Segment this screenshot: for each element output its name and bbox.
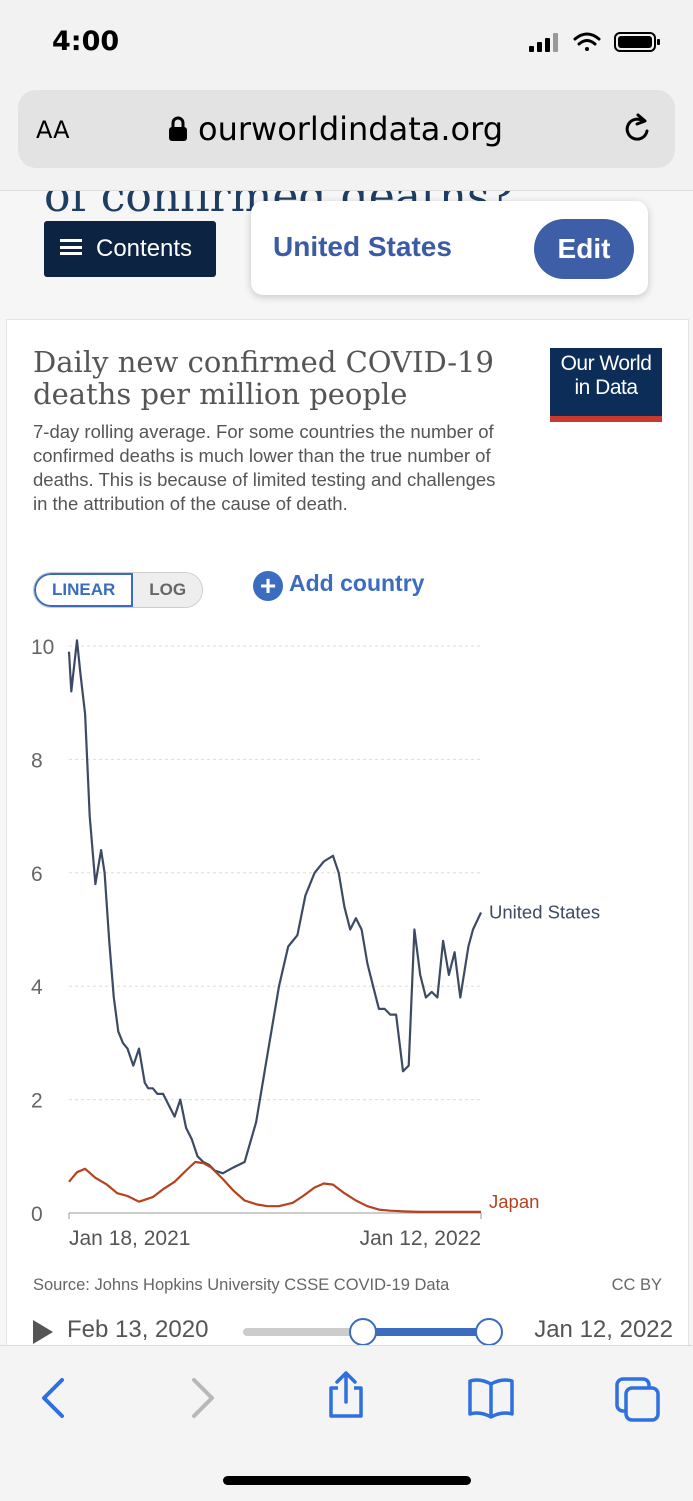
- x-tick-label: Jan 12, 2022: [360, 1227, 481, 1250]
- license-link[interactable]: CC BY: [611, 1276, 662, 1294]
- back-icon[interactable]: [38, 1376, 68, 1425]
- share-icon[interactable]: [326, 1370, 366, 1425]
- timeline-selected-range: [361, 1328, 489, 1336]
- timeline-track[interactable]: [243, 1318, 503, 1346]
- menu-icon: [60, 239, 82, 255]
- edit-countries-button[interactable]: Edit: [534, 219, 634, 279]
- y-tick-label: 2: [31, 1090, 43, 1113]
- y-tick-label: 10: [31, 636, 54, 659]
- series-line-japan: [68, 1160, 481, 1213]
- signal-icon: [529, 33, 558, 52]
- lock-icon: [168, 112, 188, 150]
- series-label: Japan: [489, 1191, 539, 1212]
- contents-button[interactable]: Contents: [44, 221, 216, 277]
- address-bar[interactable]: AA ourworldindata.org: [18, 90, 675, 168]
- country-selector: United States Edit: [251, 201, 648, 295]
- url-display[interactable]: ourworldindata.org: [168, 110, 503, 150]
- series-label: United States: [489, 901, 600, 922]
- battery-icon: [614, 32, 660, 52]
- chart-source[interactable]: Source: Johns Hopkins University CSSE CO…: [33, 1276, 450, 1294]
- plus-icon: +: [253, 571, 283, 601]
- wifi-icon: [573, 32, 601, 51]
- add-country-label: Add country: [289, 570, 425, 596]
- y-tick-label: 8: [31, 749, 43, 772]
- x-tick-label: Jan 18, 2021: [69, 1227, 190, 1250]
- status-bar: 4:00: [0, 0, 693, 80]
- bookmarks-icon[interactable]: [466, 1376, 516, 1425]
- tabs-icon[interactable]: [614, 1376, 662, 1429]
- status-icons: [529, 30, 663, 59]
- status-time: 4:00: [52, 26, 120, 57]
- timeline-start-date: Feb 13, 2020: [67, 1316, 209, 1343]
- timeline-end-date: Jan 12, 2022: [534, 1316, 673, 1343]
- logo-line-2: in Data: [574, 376, 638, 399]
- add-country-button[interactable]: + Add country: [253, 570, 424, 601]
- play-icon[interactable]: [33, 1320, 53, 1344]
- web-page: of confirmed deaths? Contents United Sta…: [0, 190, 693, 1346]
- forward-icon[interactable]: [188, 1376, 218, 1425]
- reload-icon[interactable]: [621, 112, 653, 151]
- series-line-united-states: [67, 639, 482, 1175]
- selected-country: United States: [273, 231, 452, 262]
- y-tick-label: 6: [31, 863, 43, 886]
- chart-card: Daily new confirmed COVID-19 deaths per …: [6, 319, 689, 1346]
- chart-subtitle: 7-day rolling average. For some countrie…: [33, 421, 496, 514]
- log-scale-button[interactable]: LOG: [133, 573, 203, 607]
- linear-scale-button[interactable]: LINEAR: [34, 573, 134, 607]
- y-tick-label: 0: [31, 1203, 43, 1226]
- timeline-end-handle[interactable]: [475, 1318, 503, 1346]
- timeline-start-handle[interactable]: [349, 1318, 377, 1346]
- contents-label: Contents: [96, 235, 193, 262]
- scale-toggle: LINEAR LOG: [33, 572, 204, 608]
- timeline: Feb 13, 2020 Jan 12, 2022: [33, 1314, 673, 1346]
- chart-title: Daily new confirmed COVID-19 deaths per …: [33, 345, 494, 411]
- url-text: ourworldindata.org: [198, 110, 504, 148]
- owid-logo[interactable]: Our World in Data: [550, 348, 662, 422]
- home-indicator: [223, 1476, 471, 1485]
- reader-settings-button[interactable]: AA: [36, 116, 70, 144]
- line-chart: 0 2 4 6 8 10 Jan 18, 2021 Jan 12, 2022 United St…: [31, 636, 600, 1250]
- logo-line-1: Our World: [560, 352, 652, 375]
- browser-toolbar: [0, 1345, 693, 1501]
- y-tick-label: 4: [31, 976, 43, 999]
